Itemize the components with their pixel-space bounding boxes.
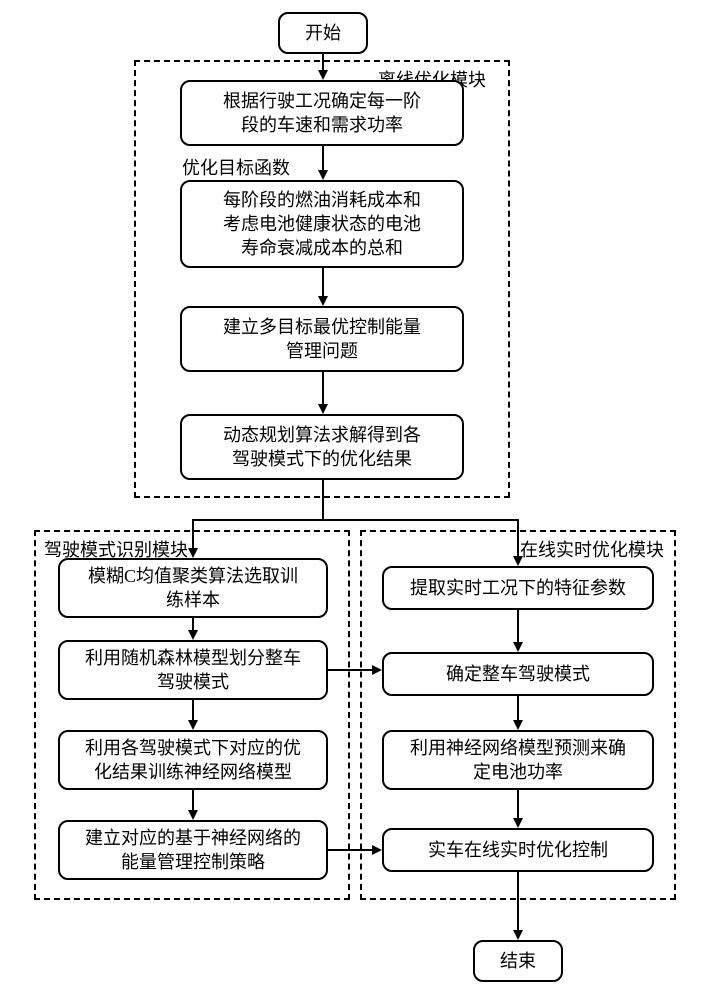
node-l3: 利用各驾驶模式下对应的优化结果训练神经网络模型 — [58, 730, 328, 790]
module-online-label: 在线实时优化模块 — [520, 536, 664, 562]
node-step3: 建立多目标最优控制能量管理问题 — [180, 306, 464, 372]
node-r3: 利用神经网络模型预测来确定电池功率 — [382, 730, 654, 790]
flowchart-canvas: 离线优化模块 驾驶模式识别模块 在线实时优化模块 开始 根据行驶工况确定每一阶段… — [0, 0, 701, 1000]
node-l1: 模糊C均值聚类算法选取训练样本 — [58, 558, 328, 618]
label-opt-target: 优化目标函数 — [182, 154, 290, 180]
node-r1: 提取实时工况下的特征参数 — [382, 566, 654, 610]
node-end: 结束 — [473, 940, 563, 982]
node-l4: 建立对应的基于神经网络的能量管理控制策略 — [58, 820, 328, 880]
node-r2: 确定整车驾驶模式 — [382, 652, 654, 696]
node-start: 开始 — [278, 12, 368, 54]
node-r4: 实车在线实时优化控制 — [382, 828, 654, 872]
node-l2: 利用随机森林模型划分整车驾驶模式 — [58, 640, 328, 700]
node-step1: 根据行驶工况确定每一阶段的车速和需求功率 — [180, 80, 464, 146]
node-step2: 每阶段的燃油消耗成本和考虑电池健康状态的电池寿命衰减成本的总和 — [180, 180, 464, 268]
node-step4: 动态规划算法求解得到各驾驶模式下的优化结果 — [180, 414, 464, 480]
